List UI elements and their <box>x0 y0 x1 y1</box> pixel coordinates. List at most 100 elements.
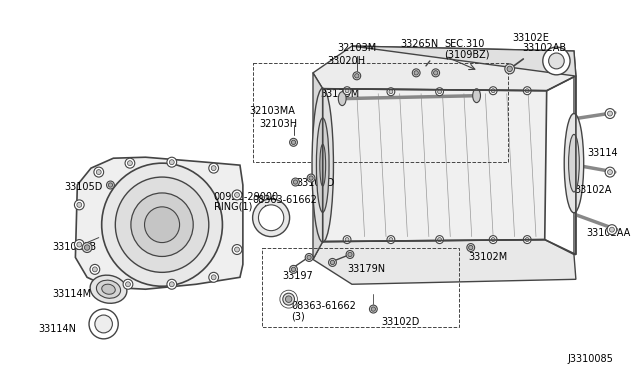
Ellipse shape <box>259 205 284 231</box>
Circle shape <box>505 64 515 74</box>
Polygon shape <box>313 73 323 259</box>
Circle shape <box>607 111 612 116</box>
Polygon shape <box>352 46 576 254</box>
Circle shape <box>82 243 92 253</box>
Circle shape <box>293 180 298 184</box>
Text: 33102D: 33102D <box>296 178 335 188</box>
Text: 32103H: 32103H <box>259 119 298 128</box>
Circle shape <box>387 235 395 244</box>
Circle shape <box>125 158 135 168</box>
Circle shape <box>369 305 377 313</box>
Circle shape <box>77 202 82 207</box>
Text: 33102M: 33102M <box>468 251 508 262</box>
Ellipse shape <box>473 89 481 103</box>
Circle shape <box>285 296 292 302</box>
Circle shape <box>607 170 612 174</box>
Polygon shape <box>323 89 547 241</box>
Circle shape <box>389 90 393 94</box>
Text: 33114: 33114 <box>588 148 618 158</box>
Circle shape <box>131 193 193 256</box>
Circle shape <box>145 207 180 243</box>
Circle shape <box>84 245 90 250</box>
Text: 33179M: 33179M <box>321 89 360 99</box>
Circle shape <box>345 89 349 93</box>
Circle shape <box>106 181 115 189</box>
Circle shape <box>489 235 497 244</box>
Circle shape <box>92 267 97 272</box>
Text: 33102AB: 33102AB <box>52 241 96 251</box>
Circle shape <box>436 88 444 96</box>
Circle shape <box>309 176 313 180</box>
Circle shape <box>97 170 101 174</box>
Circle shape <box>468 246 473 250</box>
Text: 00922-29000: 00922-29000 <box>214 192 279 202</box>
Ellipse shape <box>564 113 584 213</box>
Text: 33102AA: 33102AA <box>587 228 631 238</box>
Circle shape <box>489 87 497 95</box>
Ellipse shape <box>90 275 127 303</box>
Circle shape <box>209 163 218 173</box>
Circle shape <box>170 282 174 287</box>
Circle shape <box>94 167 104 177</box>
Text: 08363-61662: 08363-61662 <box>253 195 317 205</box>
Circle shape <box>90 264 100 274</box>
Text: (3109BZ): (3109BZ) <box>444 49 490 59</box>
Ellipse shape <box>316 118 329 212</box>
Circle shape <box>232 244 242 254</box>
Text: 32103MA: 32103MA <box>250 106 296 116</box>
Text: 33102AB: 33102AB <box>522 43 566 53</box>
Circle shape <box>343 87 351 95</box>
Text: SEC.310: SEC.310 <box>444 39 485 49</box>
Circle shape <box>433 71 438 75</box>
Text: (1): (1) <box>262 205 276 215</box>
Circle shape <box>371 307 376 311</box>
Text: 33102E: 33102E <box>513 33 550 43</box>
Ellipse shape <box>339 92 346 106</box>
Text: 33114M: 33114M <box>52 289 91 299</box>
Ellipse shape <box>568 134 579 192</box>
Polygon shape <box>313 46 576 91</box>
Circle shape <box>524 235 531 244</box>
Ellipse shape <box>102 284 115 294</box>
Circle shape <box>438 90 442 94</box>
Circle shape <box>211 166 216 171</box>
Text: 33265N: 33265N <box>401 39 439 49</box>
Circle shape <box>170 160 174 165</box>
Circle shape <box>609 227 614 232</box>
Circle shape <box>211 275 216 280</box>
Circle shape <box>343 235 351 244</box>
Circle shape <box>328 259 337 266</box>
Ellipse shape <box>253 199 290 237</box>
Circle shape <box>89 309 118 339</box>
Circle shape <box>353 72 361 80</box>
Circle shape <box>127 161 132 166</box>
Circle shape <box>102 163 223 286</box>
Circle shape <box>305 253 313 262</box>
Circle shape <box>507 66 513 72</box>
Circle shape <box>524 87 531 95</box>
Circle shape <box>74 240 84 250</box>
Circle shape <box>235 192 239 198</box>
Circle shape <box>115 177 209 272</box>
Circle shape <box>290 265 298 273</box>
Circle shape <box>387 88 395 96</box>
Circle shape <box>346 250 354 259</box>
Circle shape <box>209 272 218 282</box>
Text: 33114N: 33114N <box>38 324 76 334</box>
Circle shape <box>108 183 113 187</box>
Circle shape <box>125 282 131 287</box>
Circle shape <box>548 53 564 69</box>
Circle shape <box>436 235 444 244</box>
Text: 33105D: 33105D <box>65 182 103 192</box>
Circle shape <box>330 260 335 264</box>
Circle shape <box>291 140 296 144</box>
Text: 32103M: 32103M <box>337 43 376 53</box>
Ellipse shape <box>97 280 120 298</box>
Circle shape <box>232 190 242 200</box>
Circle shape <box>605 167 615 177</box>
Circle shape <box>123 279 133 289</box>
Text: RING(1): RING(1) <box>214 202 252 212</box>
Circle shape <box>605 109 615 119</box>
Text: 33102A: 33102A <box>574 185 611 195</box>
Polygon shape <box>313 240 576 284</box>
